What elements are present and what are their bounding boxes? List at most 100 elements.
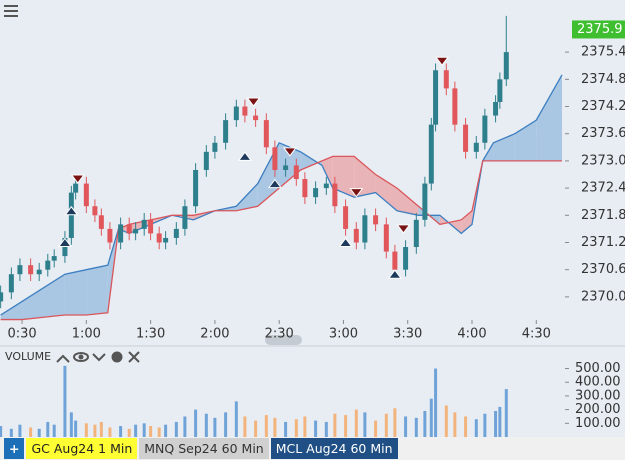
signal-marker xyxy=(70,174,85,184)
volume-y-tick-label: 200.00 xyxy=(575,402,621,417)
volume-bar xyxy=(46,421,50,437)
tab[interactable]: MCL Aug24 60 Min xyxy=(270,438,398,459)
cloud-segment xyxy=(86,265,108,316)
volume-bar xyxy=(37,428,41,437)
signal-marker xyxy=(349,188,364,198)
volume-bar xyxy=(314,420,318,437)
candle-body xyxy=(8,274,14,293)
volume-bar xyxy=(108,427,112,437)
x-tick-label: 1:00 xyxy=(72,327,101,342)
last-price-label: 2375.9 xyxy=(577,22,623,37)
y-tick-label: 2372.4 xyxy=(581,181,625,196)
signal-marker xyxy=(338,237,353,247)
cloud-segment xyxy=(236,183,258,211)
volume-bar xyxy=(483,413,487,437)
cloud-segment xyxy=(354,156,376,198)
candle-body xyxy=(413,219,419,248)
candle-body xyxy=(212,142,218,152)
candle-body xyxy=(362,215,368,243)
volume-bar xyxy=(194,409,198,437)
volume-bar xyxy=(404,416,408,437)
volume-bar xyxy=(18,424,22,437)
volume-y-tick-label: 400.00 xyxy=(575,375,621,390)
tab[interactable]: GC Aug24 1 Min xyxy=(26,438,138,459)
volume-bar xyxy=(234,401,238,437)
volume-bar xyxy=(224,412,228,437)
cloud-line xyxy=(0,155,562,321)
x-tick-label: 2:30 xyxy=(265,327,294,342)
candle-body xyxy=(36,269,42,275)
volume-y-tick-label: 300.00 xyxy=(575,388,621,403)
candle-body xyxy=(452,88,458,125)
volume-bar xyxy=(374,420,378,437)
volume-bar xyxy=(284,421,288,437)
candle-body xyxy=(293,165,299,180)
cloud-segment xyxy=(461,210,473,234)
volume-bar xyxy=(84,423,88,437)
volume-bar xyxy=(93,424,97,437)
volume-bar xyxy=(142,423,146,437)
y-tick-label: 2374.2 xyxy=(581,99,625,114)
volume-bar xyxy=(0,426,3,437)
candle-body xyxy=(283,165,289,170)
candle-body xyxy=(463,124,469,152)
candle-body xyxy=(98,215,104,229)
cloud-segment xyxy=(375,174,398,211)
y-tick-label: 2375.4 xyxy=(581,45,625,60)
volume-bar xyxy=(429,398,433,437)
volume-bar xyxy=(324,421,328,437)
candle-body xyxy=(51,256,57,261)
candle-body xyxy=(392,251,398,270)
candle-body xyxy=(443,70,449,89)
candle-body xyxy=(141,219,147,229)
pane-controls[interactable] xyxy=(56,351,140,363)
menu-icon[interactable] xyxy=(4,5,18,17)
volume-bar xyxy=(164,424,168,437)
cloud-segment xyxy=(332,156,355,198)
candle-body xyxy=(0,292,4,302)
volume-bar xyxy=(498,406,502,437)
volume-bar xyxy=(254,420,258,437)
candle-body xyxy=(133,228,139,234)
x-tick-label: 3:00 xyxy=(329,327,358,342)
candle-body xyxy=(242,106,248,116)
candle-body xyxy=(433,70,439,125)
volume-bar xyxy=(273,417,277,437)
y-tick-label: 2371.8 xyxy=(581,208,625,223)
cloud-segment xyxy=(118,224,130,234)
y-tick-label: 2370.0 xyxy=(581,289,625,304)
signal-marker xyxy=(237,151,252,161)
candle-body xyxy=(353,228,359,243)
volume-bar xyxy=(29,427,33,437)
x-tick-label: 4:30 xyxy=(522,327,551,342)
candle-body xyxy=(332,183,338,207)
scrollbar-thumb[interactable] xyxy=(265,335,302,345)
volume-bar xyxy=(134,424,138,437)
x-tick-label: 2:00 xyxy=(200,327,229,342)
candle-body xyxy=(233,106,239,121)
candle-body xyxy=(302,179,308,198)
volume-bar xyxy=(127,428,131,437)
signal-marker xyxy=(267,178,282,189)
candle-body xyxy=(253,115,259,121)
volume-bar xyxy=(384,413,388,437)
add-tab[interactable]: + xyxy=(4,438,25,459)
volume-bar xyxy=(183,416,187,437)
candle-body xyxy=(83,183,89,207)
candle-body xyxy=(272,147,278,170)
candle-body xyxy=(148,219,154,234)
cloud-segment xyxy=(64,269,87,316)
volume-bar xyxy=(9,428,13,437)
tab[interactable]: MNQ Sep24 60 Min xyxy=(139,438,269,459)
candle-body xyxy=(92,206,98,216)
cloud-segment xyxy=(397,188,419,216)
volume-bar xyxy=(494,410,498,437)
candle-body xyxy=(156,233,162,243)
signal-marker xyxy=(435,56,450,67)
volume-bar xyxy=(294,419,298,437)
volume-y-tick-label: 100.00 xyxy=(575,416,621,431)
volume-bar xyxy=(414,417,418,437)
volume-bar xyxy=(99,421,103,437)
signal-marker xyxy=(396,224,411,234)
